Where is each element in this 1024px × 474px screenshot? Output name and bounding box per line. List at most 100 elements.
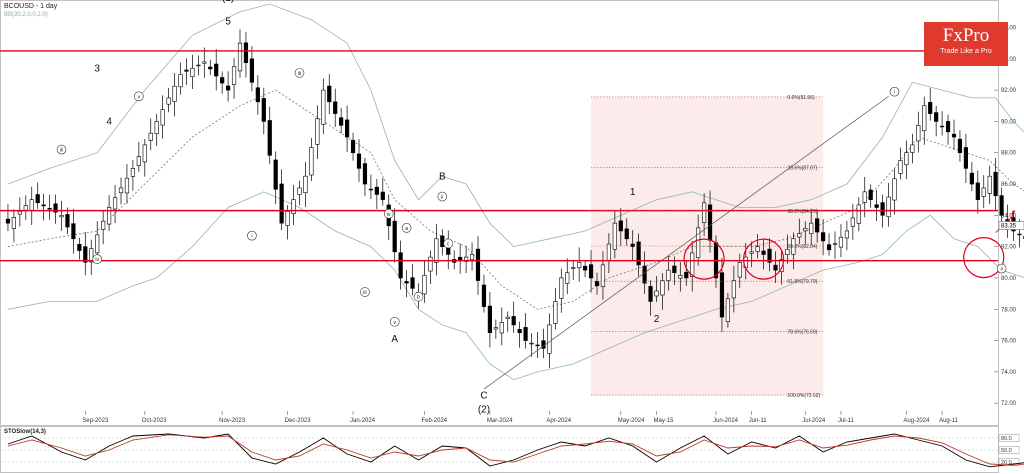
candle	[945, 114, 951, 145]
candle	[142, 139, 147, 177]
candle-body	[922, 105, 927, 132]
wave-marker	[413, 291, 424, 302]
candle	[547, 313, 552, 368]
candle	[731, 265, 736, 313]
candle-body	[196, 64, 201, 67]
x-tick-label: Jul-11	[838, 418, 855, 424]
wave-marker-label: i	[894, 90, 895, 96]
candle	[333, 88, 338, 128]
candle-body	[107, 207, 112, 225]
candle	[809, 208, 814, 246]
wave-marker	[360, 287, 370, 297]
candle	[124, 164, 130, 204]
oscillator-label: STOSlow(14,3)	[4, 429, 46, 435]
price-chart[interactable]: 96.00 94.00 92.00 90.00 88.00 86.00 84.00 82.00…	[0, 0, 1024, 426]
candle-body	[678, 275, 683, 279]
candle-body	[95, 234, 100, 254]
x-tick-label: Mar-2024	[487, 418, 513, 424]
candle	[856, 197, 861, 232]
candle-body	[124, 177, 130, 194]
y-tick-label: 78.00	[1001, 307, 1017, 313]
candle-body	[666, 269, 671, 281]
support-circle	[963, 236, 1005, 279]
candle	[600, 251, 606, 300]
candle-body	[797, 233, 802, 238]
candle	[928, 87, 933, 121]
candle-body	[761, 250, 766, 255]
candle-body	[214, 63, 219, 77]
candle-body	[892, 178, 897, 201]
candle-body	[600, 264, 606, 288]
candle-body	[642, 265, 647, 284]
candle	[505, 311, 510, 333]
candle-body	[844, 230, 849, 239]
candle	[243, 32, 249, 78]
candle-body	[178, 74, 183, 88]
stochastic-d-line	[7, 434, 1024, 466]
candle-body	[725, 298, 730, 322]
candle-body	[981, 187, 986, 197]
x-tick-label: May-15	[654, 418, 675, 424]
y-tick-label: 74.00	[1001, 370, 1017, 376]
candle	[767, 238, 772, 272]
wave-marker	[247, 230, 257, 241]
wave-label: 5	[225, 16, 231, 27]
candle	[785, 234, 790, 264]
candle	[719, 257, 725, 332]
candle	[553, 287, 558, 330]
wave-marker-label: iv	[387, 212, 391, 218]
plot-frame	[0, 0, 999, 426]
y-tick-label: 94.00	[1001, 57, 1017, 63]
candle-body	[684, 271, 689, 279]
candle-body	[392, 220, 397, 253]
candle	[582, 259, 588, 278]
candle	[148, 118, 153, 151]
candle	[220, 71, 225, 94]
candle	[963, 133, 968, 184]
candle	[475, 236, 481, 295]
candle-body	[249, 58, 255, 83]
candle	[160, 95, 165, 139]
candle-body	[112, 197, 118, 210]
candle-body	[404, 281, 409, 284]
candle	[826, 233, 832, 256]
candle	[850, 203, 855, 240]
candle-body	[505, 316, 510, 319]
x-tick-label: Feb-2024	[421, 418, 447, 424]
candle	[380, 177, 385, 206]
x-tick-label: Sep-2023	[82, 418, 109, 424]
wave-marker-label: iii	[60, 148, 63, 154]
fibonacci-level-label: 0.0%(91.56)	[787, 95, 815, 101]
candle-body	[690, 252, 695, 277]
candle	[624, 218, 629, 246]
candle-body	[291, 199, 296, 214]
candle-body	[333, 101, 338, 114]
candle-body	[53, 203, 58, 213]
candle	[541, 328, 546, 359]
candle-body	[77, 243, 82, 251]
candle-body	[184, 69, 189, 72]
y-tick-label: 76.00	[1001, 339, 1017, 345]
candle	[690, 241, 695, 292]
candle-body	[261, 98, 266, 122]
x-tick-label: Aug-11	[939, 418, 959, 424]
candle-body	[701, 202, 707, 223]
candle-body	[130, 168, 136, 177]
candle-body	[868, 189, 873, 200]
candle	[648, 280, 653, 316]
candle	[356, 139, 362, 182]
candle	[350, 132, 356, 161]
candle-body	[934, 112, 939, 122]
stochastic-panel[interactable]: 80.0 50.0 20.0	[0, 426, 1024, 474]
candle	[469, 242, 475, 271]
wave-marker-label: ii	[441, 195, 443, 201]
candle	[226, 71, 231, 102]
candle-body	[142, 144, 147, 163]
x-tick-label: Nov-2023	[219, 418, 246, 424]
candle	[154, 113, 159, 147]
candle-body	[767, 248, 772, 263]
wave-marker	[389, 316, 400, 327]
y-tick-label: 84.00	[1001, 213, 1017, 219]
candle-body	[535, 344, 540, 347]
candle-body	[618, 220, 623, 232]
